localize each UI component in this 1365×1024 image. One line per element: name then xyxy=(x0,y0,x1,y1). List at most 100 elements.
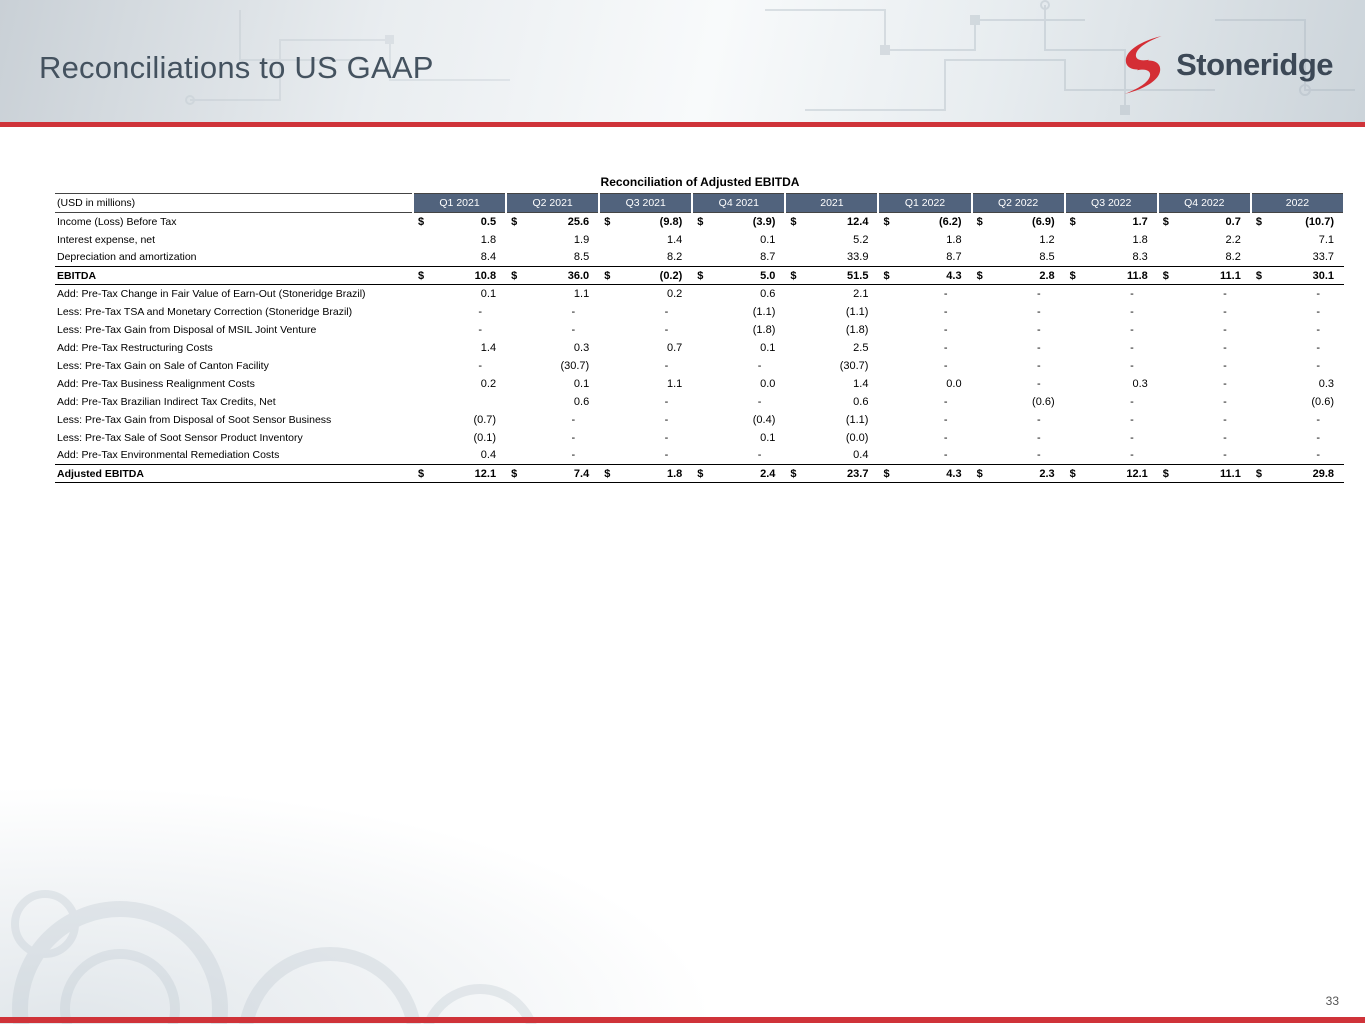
column-header: Q2 2021 xyxy=(505,193,601,213)
value-cell: (30.7) xyxy=(560,359,590,372)
value-cell: - xyxy=(1223,341,1227,354)
value-cell: $1.7 xyxy=(1069,215,1148,228)
value-cell: 0.2 xyxy=(666,287,683,300)
table-row: Less: Pre-Tax TSA and Monetary Correctio… xyxy=(55,303,1344,321)
row-label: Less: Pre-Tax Gain from Disposal of MSIL… xyxy=(57,323,317,336)
value-cell: (30.7) xyxy=(839,359,869,372)
value-cell: 1.4 xyxy=(853,377,869,390)
value-cell: - xyxy=(1223,431,1227,444)
value-cell: 1.4 xyxy=(480,341,497,354)
row-label: Less: Pre-Tax Sale of Soot Sensor Produc… xyxy=(57,431,303,444)
value-cell: - xyxy=(1223,413,1227,426)
value-cell: (1.1) xyxy=(752,305,776,318)
value-cell: - xyxy=(664,449,669,462)
value-cell: 8.5 xyxy=(573,251,590,264)
column-header: Q3 2021 xyxy=(598,193,694,213)
value-cell: - xyxy=(1223,287,1227,300)
value-cell: (1.1) xyxy=(845,413,869,426)
dollar-sign: $ xyxy=(883,215,890,228)
ebitda-table: (USD in millions) Q1 2021 Q2 2021 Q3 2021 Q… xyxy=(55,193,1346,483)
row-label: EBITDA xyxy=(55,266,413,285)
value-cell: $51.5 xyxy=(785,266,879,285)
value-cell: $29.8 xyxy=(1250,464,1344,483)
dollar-sign: $ xyxy=(1162,215,1169,228)
table-row: Less: Pre-Tax Gain on Sale of Canton Fac… xyxy=(55,357,1344,375)
stoneridge-logo: Stoneridge xyxy=(1114,34,1333,96)
value-cell: - xyxy=(1130,413,1134,426)
value-cell: 2.5 xyxy=(853,341,869,354)
dollar-sign: $ xyxy=(1255,467,1262,480)
page-title: Reconciliations to US GAAP xyxy=(39,50,434,85)
value-cell: (1.1) xyxy=(845,305,869,318)
table-row: Add: Pre-Tax Brazilian Indirect Tax Cred… xyxy=(55,393,1344,411)
value-cell: - xyxy=(943,413,948,426)
value-cell: $ (6.2) xyxy=(883,215,962,228)
column-header: Q3 2022 xyxy=(1063,193,1159,213)
value-cell: 1.1 xyxy=(573,287,590,300)
value-cell: - xyxy=(664,323,669,336)
value-cell: 1.8 xyxy=(946,233,962,246)
dollar-sign: $ xyxy=(883,269,890,282)
dollar-sign: $ xyxy=(604,269,611,282)
value-cell: - xyxy=(1316,287,1320,300)
row-label: Add: Pre-Tax Business Realignment Costs xyxy=(57,377,255,390)
value-cell: (0.1) xyxy=(473,431,497,444)
value-cell: $4.3 xyxy=(878,464,972,483)
dollar-sign: $ xyxy=(790,215,797,228)
dollar-sign: $ xyxy=(418,215,425,228)
value-cell xyxy=(413,393,506,411)
value-cell: - xyxy=(757,359,762,372)
dollar-sign: $ xyxy=(790,269,797,282)
table-row: Add: Pre-Tax Restructuring Costs 1.4 0.3 0.… xyxy=(55,339,1344,357)
value-cell: - xyxy=(1223,305,1227,318)
value-cell: 0.0 xyxy=(946,377,962,390)
dollar-sign: $ xyxy=(511,215,518,228)
value-cell: - xyxy=(943,395,948,408)
dollar-sign: $ xyxy=(1162,467,1169,480)
value-cell: 7.1 xyxy=(1318,233,1334,246)
value-cell: 2.2 xyxy=(1225,233,1241,246)
value-cell: - xyxy=(664,359,669,372)
value-cell: $12.1 xyxy=(1064,464,1158,483)
value-cell: - xyxy=(1130,431,1134,444)
value-cell: 2.1 xyxy=(853,287,869,300)
value-cell: - xyxy=(1130,341,1134,354)
dollar-sign: $ xyxy=(604,467,611,480)
value-cell: - xyxy=(1130,305,1134,318)
value-cell: $11.1 xyxy=(1157,266,1251,285)
value-cell: 8.3 xyxy=(1132,251,1148,264)
value-cell: - xyxy=(943,287,948,300)
column-header: Q4 2022 xyxy=(1156,193,1252,213)
table-row: Add: Pre-Tax Environmental Remediation C… xyxy=(55,447,1344,465)
value-cell: (0.6) xyxy=(1311,395,1334,408)
dollar-sign: $ xyxy=(1069,215,1076,228)
value-cell: $0.5 xyxy=(418,215,497,228)
value-cell: 8.4 xyxy=(480,251,497,264)
value-cell: $11.1 xyxy=(1157,464,1251,483)
value-cell: 0.1 xyxy=(760,341,776,354)
dollar-sign: $ xyxy=(1069,269,1076,282)
value-cell: 0.4 xyxy=(853,449,869,462)
dollar-sign: $ xyxy=(697,269,704,282)
value-cell: - xyxy=(1036,305,1041,318)
value-cell: 0.1 xyxy=(760,233,776,246)
value-cell: 0.6 xyxy=(573,395,590,408)
value-cell: 0.1 xyxy=(760,431,776,444)
dollar-sign: $ xyxy=(1255,269,1262,282)
table-row: Less: Pre-Tax Gain from Disposal of Soot… xyxy=(55,411,1344,429)
column-header: Q1 2021 xyxy=(411,193,508,213)
value-cell: - xyxy=(478,323,483,336)
value-cell: $1.8 xyxy=(599,464,693,483)
value-cell: (0.6) xyxy=(1032,395,1055,408)
value-cell: - xyxy=(1036,287,1041,300)
value-cell: - xyxy=(1223,323,1227,336)
value-cell: - xyxy=(1316,413,1320,426)
dollar-sign: $ xyxy=(418,467,425,480)
dollar-sign: $ xyxy=(883,467,890,480)
value-cell: - xyxy=(757,449,762,462)
value-cell: - xyxy=(757,395,762,408)
column-header: 2021 xyxy=(784,193,880,213)
value-cell: 33.9 xyxy=(847,251,869,264)
value-cell: (0.4) xyxy=(752,413,776,426)
value-cell: 5.2 xyxy=(853,233,869,246)
